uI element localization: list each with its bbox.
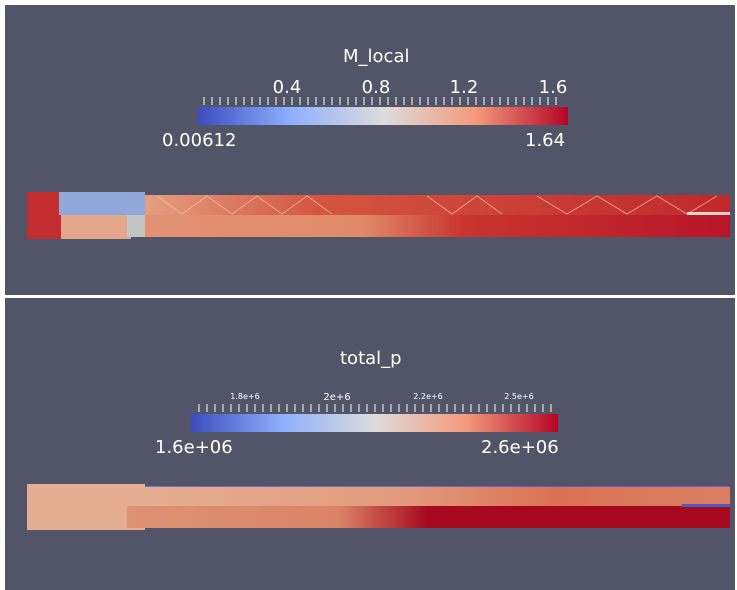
colorbar-tick-label: 1.6 — [538, 77, 568, 98]
colorbar-tick-label: 0.4 — [272, 77, 302, 98]
colorbar — [191, 404, 558, 432]
colorbar-tick-label: 2.2e+6 — [413, 392, 443, 401]
colorbar-tick-label: 2e+6 — [323, 392, 351, 403]
colorbar-max-label: 2.6e+06 — [481, 437, 559, 458]
colorbar-min-label: 1.6e+06 — [155, 437, 233, 458]
colorbar-title: M_local — [343, 46, 410, 67]
colorbar-tick-label: 0.8 — [361, 77, 391, 98]
colorbar-max-label: 1.64 — [525, 130, 566, 151]
colorbar-tick-label: 2.5e+6 — [504, 392, 534, 401]
colorbar-title: total_p — [340, 348, 402, 369]
render-view-total-pressure[interactable]: total_p 1.8e+6 2e+6 2.2e+6 2.5e+6 — [5, 298, 735, 590]
colorbar-tick-label: 1.2 — [449, 77, 479, 98]
colorbar-tick-label: 1.8e+6 — [230, 392, 260, 401]
total-pressure-field-render — [27, 484, 730, 530]
colorbar-min-label: 0.00612 — [162, 130, 237, 151]
colorbar — [198, 97, 568, 125]
render-view-mach[interactable]: M_local 0.4 0.8 1.2 1.6 — [5, 5, 735, 295]
mach-field-render — [27, 192, 730, 239]
